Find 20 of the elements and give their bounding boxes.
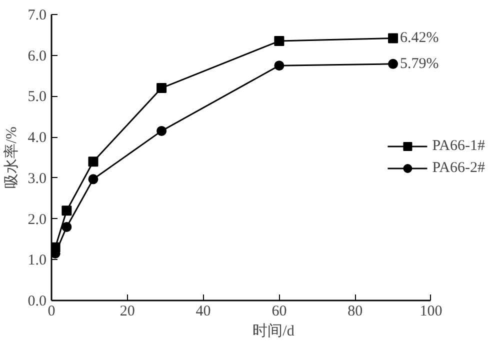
x-tick-label: 0 [48,304,56,320]
annotation: 5.79% [400,56,439,72]
y-tick-label: 0.0 [28,294,46,310]
x-tick-label: 80 [348,304,363,320]
y-tick-label: 3.0 [28,170,46,187]
legend-label: PA66-1# [432,138,485,154]
y-tick-label: 2.0 [28,212,46,228]
annotation: 6.42% [400,30,439,46]
y-tick-label: 6.0 [28,48,46,64]
x-tick-label: 100 [420,304,442,320]
legend-label: PA66-2# [432,160,485,176]
x-axis-title: 时间/d [252,322,295,340]
y-tick-label: 1.0 [28,252,46,269]
y-tick-label: 7.0 [28,8,46,24]
y-tick-label: 5.0 [28,89,46,106]
y-axis-title: 吸水率/% [2,126,20,188]
x-tick-label: 40 [196,304,211,320]
y-tick-label: 4.0 [28,130,46,146]
x-tick-label: 20 [120,304,135,320]
x-tick-label: 60 [272,304,287,320]
